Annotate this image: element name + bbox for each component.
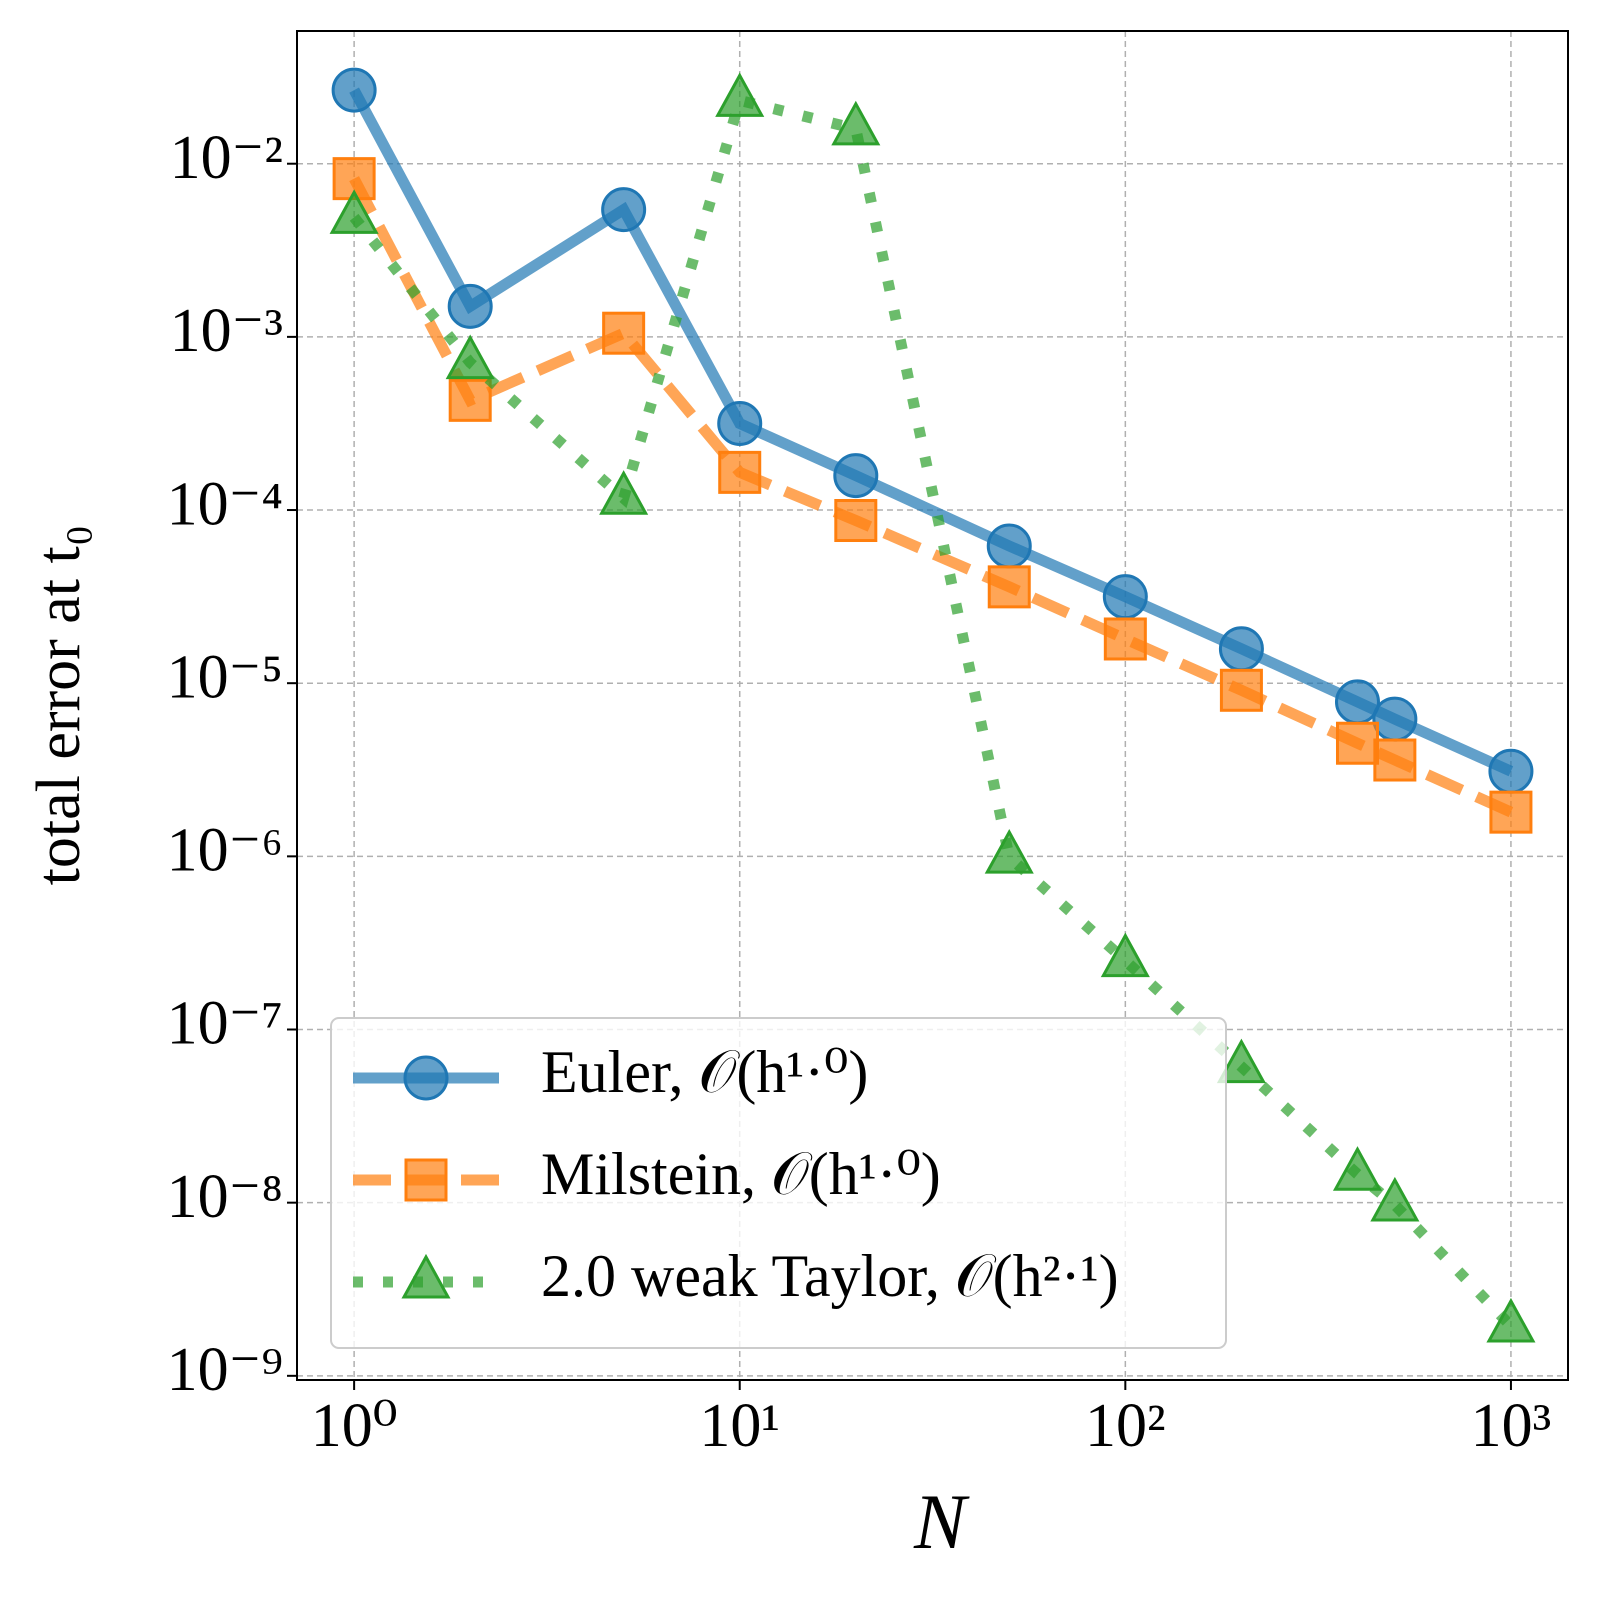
marker xyxy=(1334,679,1380,725)
y-tick-label: 10⁻² xyxy=(170,124,283,192)
y-tick-label: 10⁻³ xyxy=(170,297,283,365)
plot-frame xyxy=(296,30,1569,1381)
marker xyxy=(1100,932,1150,978)
marker xyxy=(1335,721,1379,765)
marker xyxy=(1216,1038,1266,1084)
marker xyxy=(1373,738,1417,782)
marker xyxy=(1488,748,1534,794)
y-tick-label: 10⁻⁹ xyxy=(167,1336,283,1404)
marker xyxy=(1370,1176,1420,1222)
y-tick-label: 10⁻⁶ xyxy=(167,817,283,885)
marker xyxy=(1102,574,1148,620)
marker xyxy=(831,100,881,146)
x-tick-label: 10³ xyxy=(1471,1392,1552,1460)
legend-marker xyxy=(404,1158,448,1202)
marker xyxy=(717,401,763,447)
marker xyxy=(602,311,646,355)
marker xyxy=(1332,1146,1383,1191)
series-line xyxy=(349,87,1514,777)
y-tick-label: 10⁻⁸ xyxy=(167,1163,283,1231)
legend-marker xyxy=(403,1055,449,1101)
x-tick-label: 10⁰ xyxy=(311,1392,398,1460)
marker xyxy=(448,378,492,422)
marker xyxy=(447,283,493,329)
y-tick-label: 10⁻⁴ xyxy=(167,470,283,538)
x-tick-label: 10¹ xyxy=(699,1392,780,1460)
marker xyxy=(984,828,1034,874)
marker xyxy=(834,499,878,543)
marker xyxy=(718,450,762,494)
marker xyxy=(445,334,495,380)
x-axis-label: N xyxy=(913,1478,970,1565)
marker xyxy=(715,72,765,117)
y-tick-label: 10⁻⁷ xyxy=(167,990,283,1058)
marker xyxy=(1372,696,1418,742)
marker xyxy=(329,189,379,234)
y-axis-label: total error at t₀ xyxy=(25,525,93,886)
marker xyxy=(1489,790,1533,834)
marker xyxy=(987,565,1031,609)
marker xyxy=(599,470,649,515)
marker xyxy=(601,187,647,233)
legend-label: Euler, 𝒪(h¹·⁰) xyxy=(541,1039,868,1105)
legend-box xyxy=(330,1017,1227,1349)
x-tick-label: 10² xyxy=(1085,1392,1166,1460)
marker xyxy=(1218,626,1264,672)
legend-label: 2.0 weak Taylor, 𝒪(h²·¹) xyxy=(541,1243,1119,1309)
marker xyxy=(986,523,1032,569)
marker xyxy=(1486,1297,1536,1343)
legend-marker xyxy=(401,1253,451,1299)
marker xyxy=(1219,668,1263,712)
marker xyxy=(1103,617,1147,661)
marker xyxy=(331,67,377,113)
y-tick-label: 10⁻⁵ xyxy=(167,643,283,711)
legend-label: Milstein, 𝒪(h¹·⁰) xyxy=(541,1141,941,1207)
marker xyxy=(833,453,879,499)
